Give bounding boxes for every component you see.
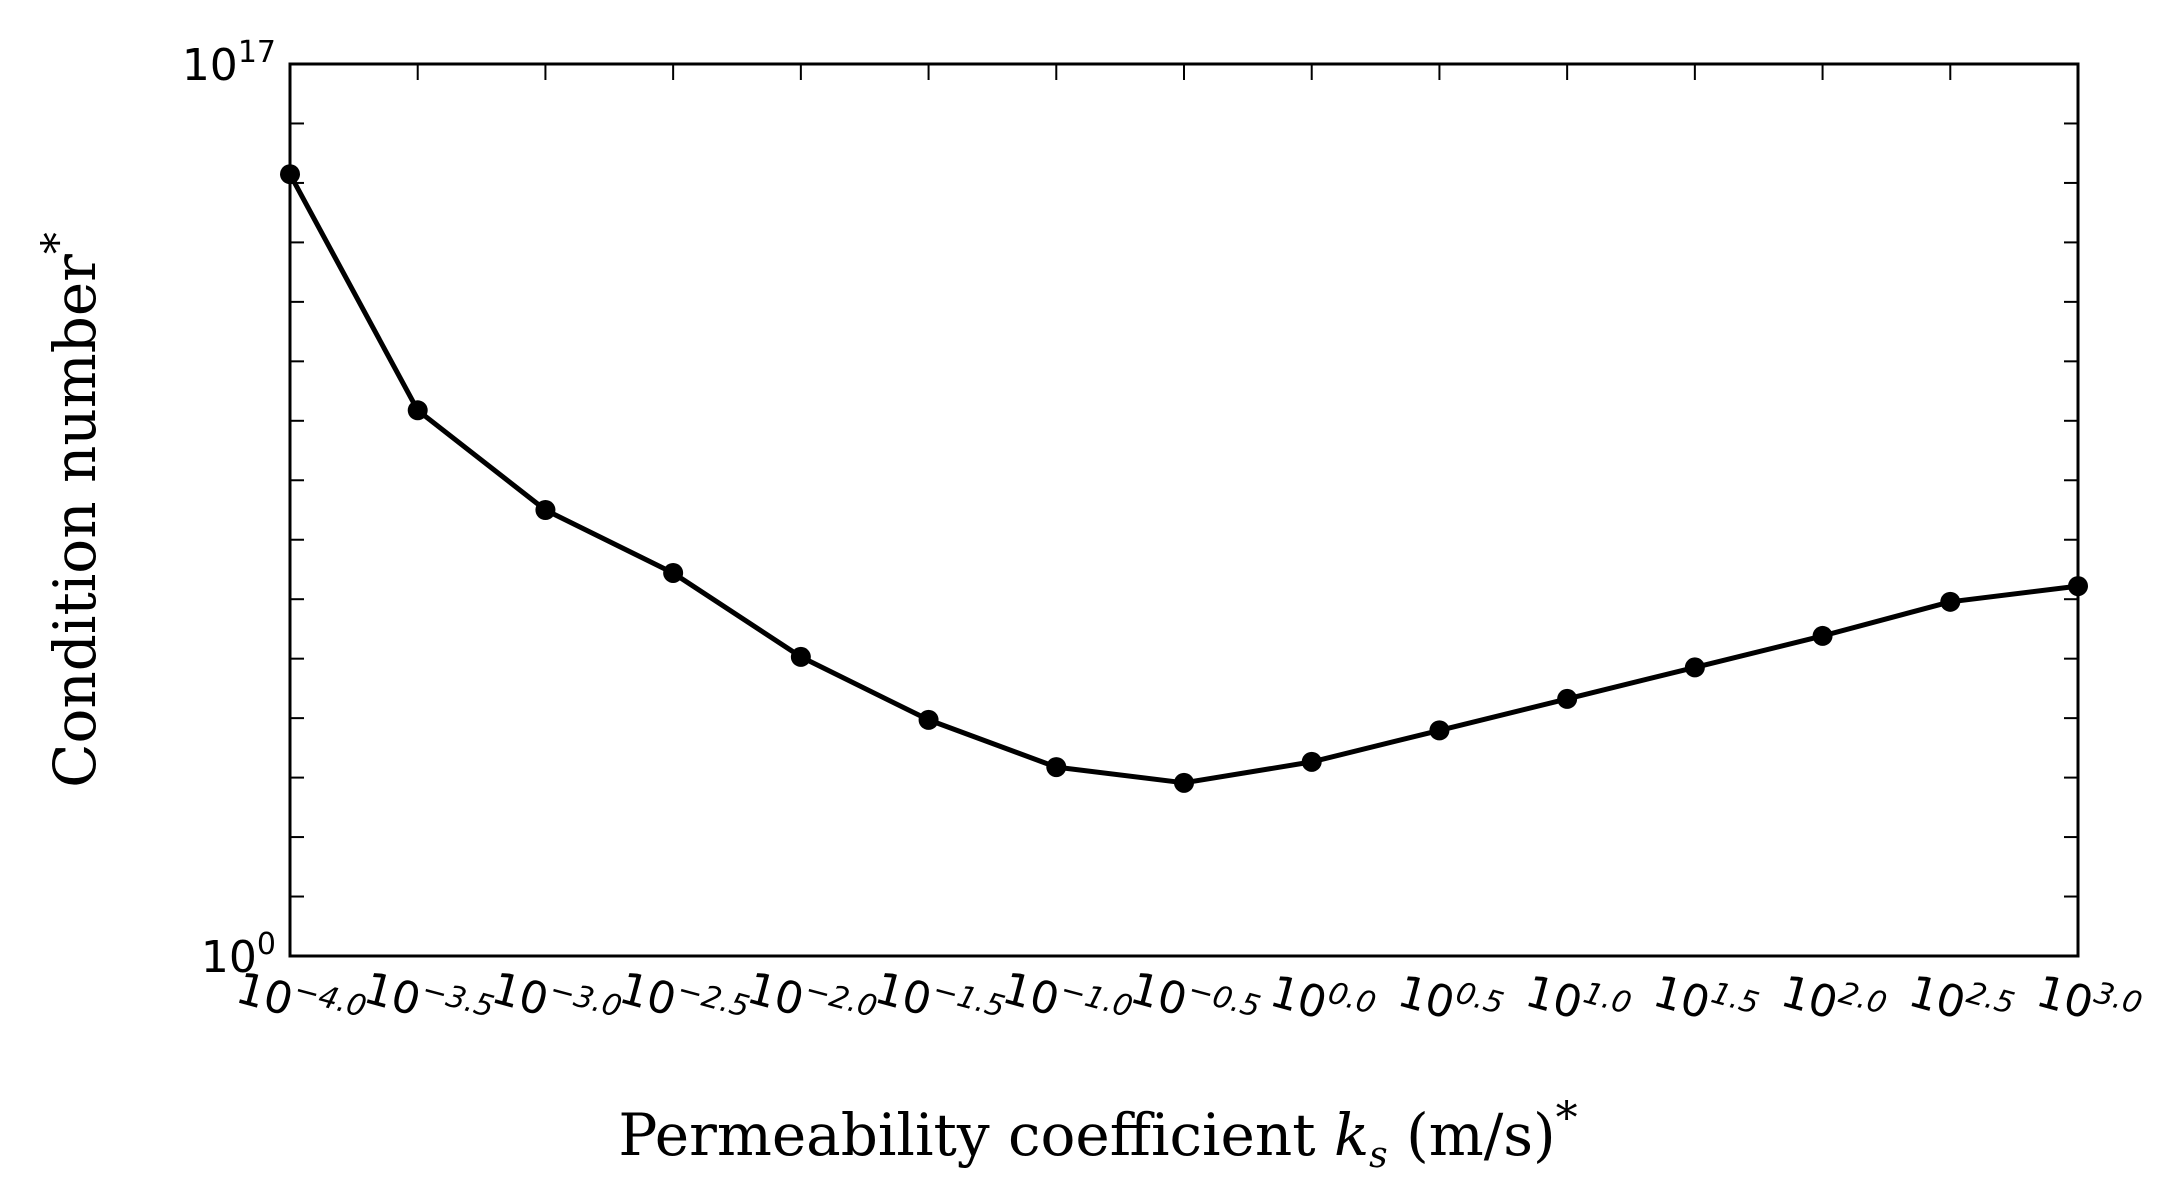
x-tick-label: 10−2.5: [614, 958, 753, 1045]
x-tick-labels: 10−4.010−3.510−3.010−2.510−2.010−1.510−1…: [231, 958, 2146, 1045]
x-tick-exponent: −3.0: [546, 972, 625, 1025]
x-axis-label-symbol: k: [1334, 1101, 1369, 1169]
x-tick-label: 101.0: [1520, 961, 1635, 1042]
x-tick-base: 10: [1903, 966, 1970, 1030]
x-tick-exponent: −3.5: [418, 972, 497, 1025]
x-tick-label-text: 10−2.0: [742, 958, 881, 1045]
y-tick-label: 1017: [182, 35, 276, 91]
x-tick-label-text: 101.5: [1648, 961, 1763, 1042]
x-tick-label-text: 10−1.5: [869, 958, 1008, 1045]
x-tick-label: 100.0: [1265, 961, 1380, 1042]
x-tick-base: 10: [486, 963, 553, 1027]
x-axis-label-symbol-sub: s: [1369, 1135, 1387, 1176]
series-line: [287, 173, 2079, 786]
x-tick-label-text: 102.5: [1903, 961, 2018, 1042]
x-tick-base: 10: [231, 963, 298, 1027]
x-tick-base: 10: [869, 963, 936, 1027]
x-tick-label-text: 10−2.5: [614, 958, 753, 1045]
x-tick-base: 10: [1648, 966, 1715, 1030]
x-tick-label-text: 10−0.5: [1125, 958, 1264, 1045]
x-tick-exponent: 2.5: [1963, 976, 2018, 1022]
data-point: [407, 400, 428, 421]
y-tick-base: 10: [201, 932, 257, 983]
x-tick-label-text: 10−3.0: [486, 958, 625, 1045]
y-axis-label-asterisk: *: [33, 232, 84, 254]
x-axis-label-unit: (m/s): [1406, 1101, 1556, 1169]
plot-frame: [288, 62, 2080, 958]
x-tick-exponent: 0.5: [1452, 976, 1507, 1022]
x-tick-base: 10: [1265, 966, 1332, 1030]
x-tick-base: 10: [1520, 966, 1587, 1030]
y-axis-label: Condition number*: [33, 232, 109, 788]
x-tick-base: 10: [2031, 966, 2098, 1030]
x-tick-base: 10: [997, 963, 1064, 1027]
x-tick-label: 103.0: [2031, 961, 2146, 1042]
data-point: [280, 164, 300, 185]
x-tick-label: 10−3.0: [486, 958, 625, 1045]
x-tick-label: 102.0: [1776, 961, 1891, 1042]
x-tick-exponent: −1.5: [929, 972, 1008, 1025]
data-point: [1557, 688, 1578, 709]
x-tick-exponent: 1.0: [1580, 976, 1635, 1022]
x-axis-label-asterisk: *: [1556, 1093, 1578, 1144]
x-tick-label-text: 100.5: [1392, 961, 1507, 1042]
x-tick-base: 10: [742, 963, 809, 1027]
x-tick-label-text: 102.0: [1776, 961, 1891, 1042]
x-tick-exponent: 2.0: [1835, 976, 1890, 1022]
x-tick-label-text: 10−1.0: [997, 958, 1136, 1045]
data-point: [918, 709, 939, 730]
x-tick-exponent: −2.5: [674, 972, 753, 1025]
x-tick-label: 10−0.5: [1125, 958, 1264, 1045]
x-tick-base: 10: [359, 963, 426, 1027]
x-tick-exponent: −1.0: [1057, 972, 1136, 1025]
x-axis-label: Permeability coefficient ks (m/s)*: [618, 1093, 1577, 1181]
x-tick-label: 102.5: [1903, 961, 2018, 1042]
data-point: [663, 562, 684, 583]
x-tick-exponent: 3.0: [2091, 976, 2146, 1022]
x-tick-label-text: 10−3.5: [359, 958, 498, 1045]
data-point: [790, 646, 811, 667]
x-tick-label: 10−4.0: [231, 958, 370, 1045]
x-tick-exponent: −2.0: [801, 972, 880, 1025]
data-point: [1684, 657, 1705, 678]
data-point: [1174, 772, 1194, 793]
x-tick-exponent: −4.0: [290, 972, 369, 1025]
x-tick-label: 10−3.5: [359, 958, 498, 1045]
x-tick-label: 10−1.5: [869, 958, 1008, 1045]
data-point: [535, 500, 556, 520]
x-tick-label-text: 10−4.0: [231, 958, 370, 1045]
data-point: [1940, 591, 1961, 612]
x-tick-base: 10: [1392, 966, 1459, 1030]
x-axis-label-text: Permeability coefficient: [618, 1101, 1315, 1169]
x-tick-label: 10−2.0: [742, 958, 881, 1045]
x-tick-exponent: 1.5: [1707, 976, 1762, 1022]
x-tick-label: 100.5: [1392, 961, 1507, 1042]
x-tick-exponent: −0.5: [1184, 972, 1263, 1025]
x-tick-base: 10: [614, 963, 681, 1027]
x-tick-label-text: 100.0: [1265, 961, 1380, 1042]
y-tick-base: 10: [182, 40, 238, 91]
data-point: [1812, 625, 1833, 646]
data-point: [2068, 576, 2088, 597]
series-points: [280, 164, 2088, 793]
x-tick-label: 10−1.0: [997, 958, 1136, 1045]
y-axis-label-text: Condition number: [41, 254, 109, 788]
x-tick-base: 10: [1125, 963, 1192, 1027]
y-tick-exponent: 0: [257, 927, 276, 962]
y-tick-label: 100: [201, 927, 276, 983]
x-ticks: [289, 64, 2079, 80]
y-tick-exponent: 17: [238, 35, 276, 70]
x-tick-base: 10: [1776, 966, 1843, 1030]
x-tick-exponent: 0.0: [1324, 976, 1379, 1022]
x-tick-label-text: 101.0: [1520, 961, 1635, 1042]
x-tick-label-text: 103.0: [2031, 961, 2146, 1042]
data-point: [1301, 751, 1322, 772]
data-point: [1046, 757, 1067, 778]
x-tick-label: 101.5: [1648, 961, 1763, 1042]
data-point: [1429, 720, 1450, 741]
